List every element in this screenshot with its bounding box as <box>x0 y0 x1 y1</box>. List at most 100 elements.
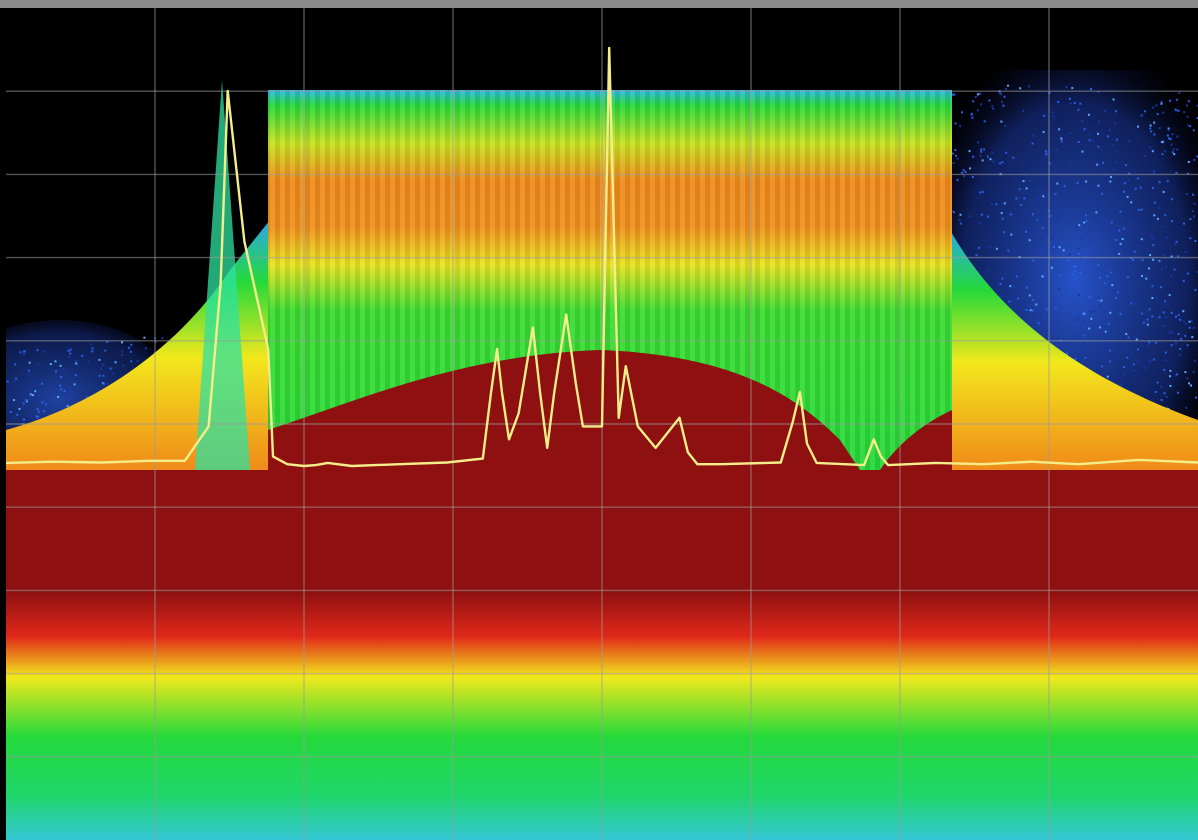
noise-point <box>981 159 984 162</box>
noise-point <box>1068 253 1071 256</box>
noise-point <box>1160 101 1163 104</box>
noise-point <box>1191 210 1194 213</box>
noise-point <box>1041 275 1044 278</box>
noise-point <box>1163 392 1166 395</box>
noise-point <box>91 350 94 353</box>
noise-point <box>1090 317 1093 320</box>
noise-point <box>57 396 60 398</box>
noise-point <box>1114 297 1117 300</box>
noise-point <box>16 413 19 416</box>
noise-point <box>974 96 977 98</box>
noise-point <box>1147 343 1150 346</box>
noise-point <box>1126 310 1129 313</box>
noise-point <box>1083 128 1086 131</box>
noise-point <box>1118 275 1121 278</box>
noise-point <box>34 390 37 393</box>
noise-point <box>1069 160 1072 163</box>
noise-point <box>60 376 63 378</box>
noise-point <box>1031 298 1034 301</box>
noise-point <box>991 151 994 154</box>
noise-point <box>18 408 21 410</box>
noise-point <box>1169 99 1172 102</box>
noise-point <box>1153 358 1156 361</box>
noise-point <box>1154 391 1157 393</box>
noise-point <box>1000 120 1003 123</box>
noise-point <box>1097 145 1100 148</box>
noise-point <box>1097 184 1100 187</box>
noise-point <box>1041 188 1044 191</box>
noise-point <box>13 399 15 402</box>
noise-point <box>1158 207 1161 209</box>
noise-point <box>1025 286 1028 289</box>
noise-point <box>1189 237 1192 240</box>
noise-point <box>1097 297 1100 300</box>
noise-point <box>951 93 954 96</box>
noise-point <box>1093 310 1096 313</box>
noise-point <box>1152 258 1155 261</box>
noise-point <box>1134 303 1137 306</box>
noise-point <box>1187 124 1190 127</box>
noise-point <box>956 178 959 181</box>
noise-point <box>1185 406 1188 409</box>
noise-point <box>1084 356 1087 359</box>
noise-point <box>977 141 980 144</box>
noise-point <box>23 418 26 421</box>
noise-point <box>951 152 954 155</box>
noise-point <box>1071 87 1074 89</box>
noise-point <box>1031 142 1034 145</box>
noise-point <box>1005 151 1008 154</box>
noise-point <box>1045 232 1048 235</box>
noise-point <box>55 370 57 373</box>
noise-point <box>1119 242 1122 245</box>
noise-point <box>121 341 123 344</box>
noise-point <box>1109 180 1112 183</box>
noise-point <box>1163 368 1166 371</box>
noise-point <box>1114 110 1117 113</box>
noise-point <box>1005 265 1008 268</box>
noise-point <box>1066 341 1069 344</box>
noise-point <box>1088 327 1091 330</box>
noise-point <box>1193 158 1196 161</box>
noise-point <box>1127 179 1130 181</box>
noise-point <box>1109 229 1112 232</box>
noise-point <box>999 162 1002 165</box>
noise-point <box>36 408 39 411</box>
noise-point <box>1081 119 1084 122</box>
noise-point <box>986 215 989 218</box>
noise-point <box>1018 188 1021 191</box>
noise-point <box>1177 391 1179 394</box>
noise-point <box>1037 198 1040 201</box>
noise-point <box>1088 139 1091 142</box>
noise-point <box>1012 156 1015 159</box>
noise-point <box>1073 265 1076 268</box>
noise-point <box>1060 140 1063 143</box>
noise-point <box>1048 162 1051 165</box>
noise-point <box>1137 360 1140 363</box>
noise-point <box>1121 238 1124 240</box>
noise-point <box>1101 365 1104 368</box>
noise-point <box>1146 323 1149 326</box>
noise-point <box>1098 146 1101 149</box>
noise-point <box>1125 319 1128 322</box>
noise-point <box>1085 180 1088 183</box>
noise-point <box>1007 249 1010 252</box>
noise-point <box>1099 326 1102 329</box>
noise-point <box>130 360 133 363</box>
noise-point <box>1128 172 1131 175</box>
noise-point <box>1172 148 1175 151</box>
noise-point <box>1085 220 1088 223</box>
noise-point <box>1144 155 1147 157</box>
noise-point <box>1140 238 1143 241</box>
noise-point <box>961 111 963 114</box>
noise-point <box>1139 186 1142 189</box>
noise-point <box>1186 344 1189 347</box>
noise-point <box>1009 285 1012 288</box>
noise-point <box>73 383 76 386</box>
noise-point <box>1158 316 1161 319</box>
noise-point <box>36 349 39 352</box>
noise-point <box>1082 342 1085 345</box>
noise-point <box>1028 294 1031 297</box>
noise-point <box>1113 372 1116 374</box>
noise-point <box>1087 198 1089 201</box>
